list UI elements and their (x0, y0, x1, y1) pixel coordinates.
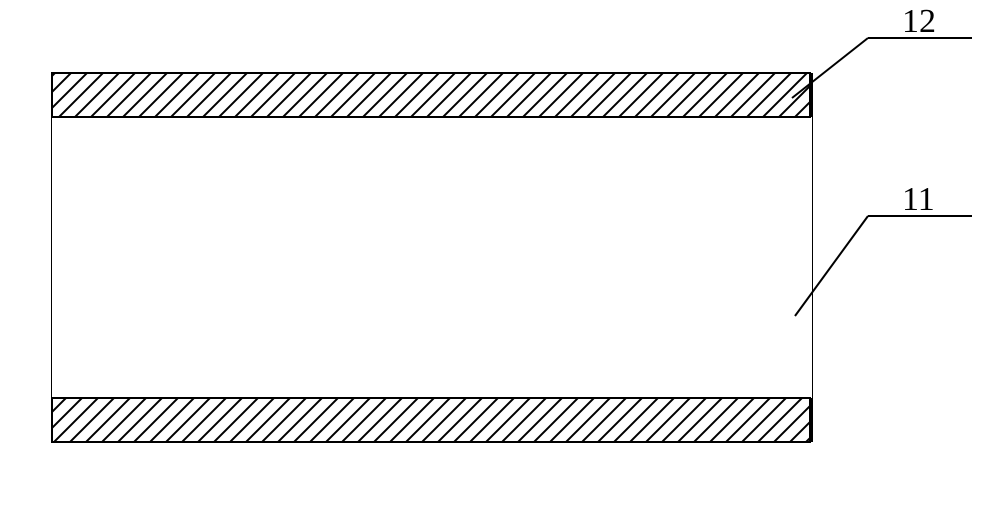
label-11: 11 (902, 181, 935, 218)
diagram-canvas: 12 11 (0, 0, 1000, 514)
bottom-hatched-bar (52, 398, 810, 442)
center-region (52, 117, 812, 398)
top-hatched-bar (52, 73, 810, 117)
label-12: 12 (902, 3, 936, 40)
